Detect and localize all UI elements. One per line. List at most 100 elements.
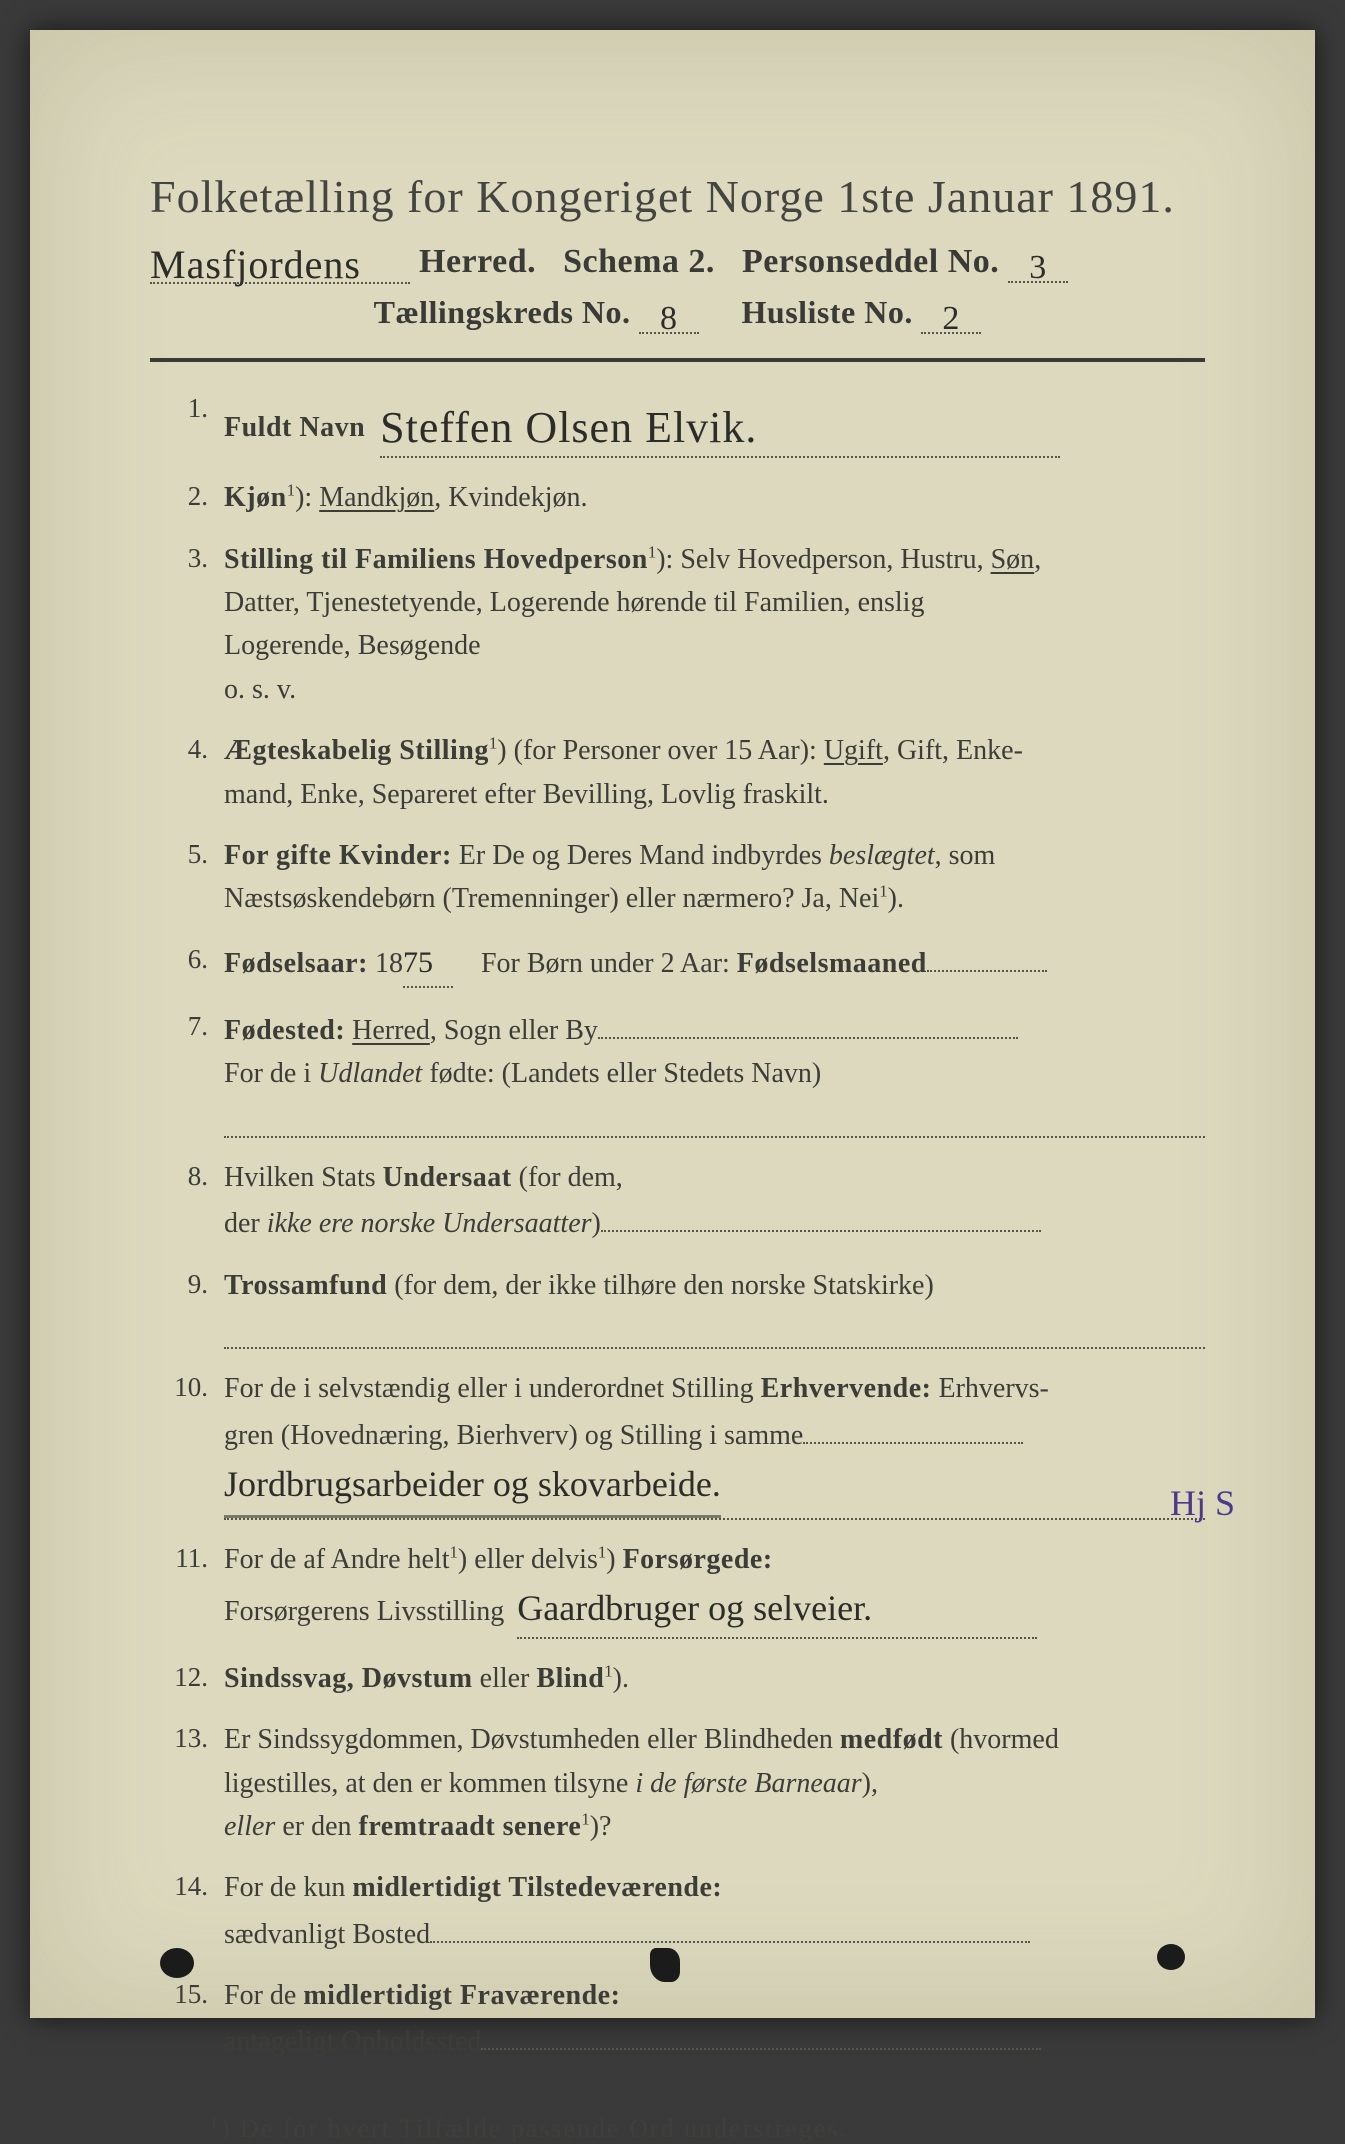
- paper-damage: [160, 1948, 194, 1978]
- text: eller: [473, 1663, 537, 1694]
- text: ligestilles, at den er kommen tilsyne: [224, 1768, 635, 1799]
- footnote: 1) De for hvert Tilfælde passende Ord un…: [150, 2114, 1205, 2144]
- footnote-marker: 1: [210, 2114, 221, 2131]
- bold-text: Sindssvag, Døvstum: [224, 1663, 473, 1694]
- field-label: Ægteskabelig Stilling: [224, 735, 489, 766]
- selected-option: Herred: [352, 1015, 430, 1046]
- field-6: 6. Fødselsaar: 1875 For Børn under 2 Aar…: [150, 939, 1205, 988]
- text: Erhvervs-: [931, 1373, 1048, 1404]
- field-num: 10.: [150, 1367, 224, 1519]
- bold-text: midlertidigt Tilstedeværende:: [352, 1872, 722, 1903]
- field-11: 11. For de af Andre helt1) eller delvis1…: [150, 1538, 1205, 1639]
- text: mand, Enke, Separeret efter Bevilling, L…: [224, 779, 829, 810]
- footnote-text: ) De for hvert Tilfælde passende Ord und…: [221, 2114, 848, 2143]
- paper-damage: [1157, 1944, 1185, 1970]
- field-label: Fuldt Navn: [224, 412, 365, 443]
- field-3: 3. Stilling til Familiens Hovedperson1):…: [150, 538, 1205, 712]
- field-num: 11.: [150, 1538, 224, 1639]
- field-15: 15. For de midlertidigt Fraværende: anta…: [150, 1974, 1205, 2064]
- text: der: [224, 1208, 267, 1239]
- personseddel-no: 3: [1029, 249, 1047, 286]
- text: ).: [888, 883, 904, 914]
- field-7: 7. Fødested: Herred, Sogn eller By For d…: [150, 1006, 1205, 1138]
- header-rule: [150, 358, 1205, 362]
- field-num: 8.: [150, 1156, 224, 1246]
- scanned-page: Folketælling for Kongeriget Norge 1ste J…: [30, 30, 1315, 2018]
- bold-text: Blind: [536, 1663, 604, 1694]
- bold-text: Forsørgede:: [623, 1544, 773, 1575]
- footnote-ref: 1: [648, 542, 656, 561]
- text: For Børn under 2 Aar:: [481, 948, 737, 979]
- text: ) eller delvis: [458, 1544, 598, 1575]
- header-line-3: Tællingskreds No. 8 Husliste No. 2: [150, 294, 1205, 334]
- form-fields: 1. Fuldt Navn Steffen Olsen Elvik. 2. Kj…: [150, 388, 1205, 2064]
- paper-damage: [650, 1948, 680, 1982]
- field-1: 1. Fuldt Navn Steffen Olsen Elvik.: [150, 388, 1205, 458]
- text: Selv Hovedperson, Hustru,: [680, 544, 990, 575]
- selected-option: Søn: [991, 544, 1035, 575]
- text: For de: [224, 1980, 303, 2011]
- herred-label: Herred.: [419, 243, 536, 280]
- bold-text: Undersaat: [383, 1162, 512, 1193]
- italic-text: ikke ere norske Undersaatter: [267, 1208, 592, 1239]
- field-num: 1.: [150, 388, 224, 458]
- form-content: Folketælling for Kongeriget Norge 1ste J…: [150, 170, 1205, 1878]
- text: gren (Hovednæring, Bierhverv) og Stillin…: [224, 1420, 803, 1451]
- text: For de i selvstændig eller i underordnet…: [224, 1373, 761, 1404]
- text: Næstsøskendebørn (Tremenninger) eller næ…: [224, 883, 879, 914]
- text: , Gift, Enke-: [883, 735, 1023, 766]
- text: er den: [275, 1811, 358, 1842]
- field-num: 13.: [150, 1718, 224, 1848]
- text: ).: [613, 1663, 629, 1694]
- schema-label: Schema 2.: [563, 243, 715, 280]
- header-line-2: Masfjordens Herred. Schema 2. Personsedd…: [150, 235, 1205, 284]
- herred-handwritten: Masfjordens: [150, 242, 361, 287]
- text: For de i: [224, 1058, 318, 1089]
- occupation-value: Jordbrugsarbeider og skovarbeide.: [224, 1464, 721, 1504]
- kreds-no: 8: [660, 300, 678, 337]
- field-2: 2. Kjøn1): Mandkjøn, Kvindekjøn.: [150, 476, 1205, 519]
- field-label: Fødselsaar:: [224, 948, 368, 979]
- field-8: 8. Hvilken Stats Undersaat (for dem, der…: [150, 1156, 1205, 1246]
- bold-text: Fødselsmaaned: [737, 948, 927, 979]
- personseddel-label: Personseddel No.: [742, 243, 999, 280]
- text: For de kun: [224, 1872, 352, 1903]
- text: Forsørgerens Livsstilling: [224, 1596, 504, 1627]
- footnote-ref: 1: [879, 882, 887, 901]
- husliste-label: Husliste No.: [742, 294, 913, 330]
- text: )?: [590, 1811, 612, 1842]
- text: Er Sindssygdommen, Døvstumheden eller Bl…: [224, 1724, 840, 1755]
- field-num: 3.: [150, 538, 224, 712]
- footnote-ref: 1: [287, 481, 295, 500]
- field-9: 9. Trossamfund (for dem, der ikke tilhør…: [150, 1264, 1205, 1350]
- title-text: Folketælling for Kongeriget Norge 1ste J…: [150, 171, 1175, 222]
- text: ),: [862, 1768, 878, 1799]
- selected-option: Mandkjøn: [319, 482, 434, 513]
- text: For de af Andre helt: [224, 1544, 450, 1575]
- text: ): [592, 1208, 601, 1239]
- selected-option: Ugift: [824, 735, 883, 766]
- text: (for Personer over 15 Aar):: [514, 735, 824, 766]
- text: Datter, Tjenestetyende, Logerende hørend…: [224, 587, 924, 618]
- footnote-ref: 1: [598, 1542, 606, 1561]
- field-5: 5. For gifte Kvinder: Er De og Deres Man…: [150, 834, 1205, 921]
- blank-line: [224, 1100, 1205, 1138]
- blank-line: [224, 1311, 1205, 1349]
- field-13: 13. Er Sindssygdommen, Døvstumheden elle…: [150, 1718, 1205, 1848]
- text: (hvormed: [943, 1724, 1059, 1755]
- provider-value: Gaardbruger og selveier.: [517, 1588, 872, 1628]
- text: o. s. v.: [224, 674, 296, 705]
- text: fødte: (Landets eller Stedets Navn): [422, 1058, 821, 1089]
- field-10: 10. For de i selvstændig eller i underor…: [150, 1367, 1205, 1519]
- field-12: 12. Sindssvag, Døvstum eller Blind1).: [150, 1657, 1205, 1700]
- field-num: 5.: [150, 834, 224, 921]
- field-label: For gifte Kvinder:: [224, 840, 452, 871]
- italic-text: Udlandet: [318, 1058, 422, 1089]
- year-value: 75: [403, 946, 433, 979]
- footnote-ref: 1: [450, 1542, 458, 1561]
- field-num: 12.: [150, 1657, 224, 1700]
- field-num: 14.: [150, 1866, 224, 1956]
- field-label: Fødested:: [224, 1015, 345, 1046]
- bold-text: medfødt: [840, 1724, 943, 1755]
- margin-annotation: Hj S: [1170, 1476, 1235, 1532]
